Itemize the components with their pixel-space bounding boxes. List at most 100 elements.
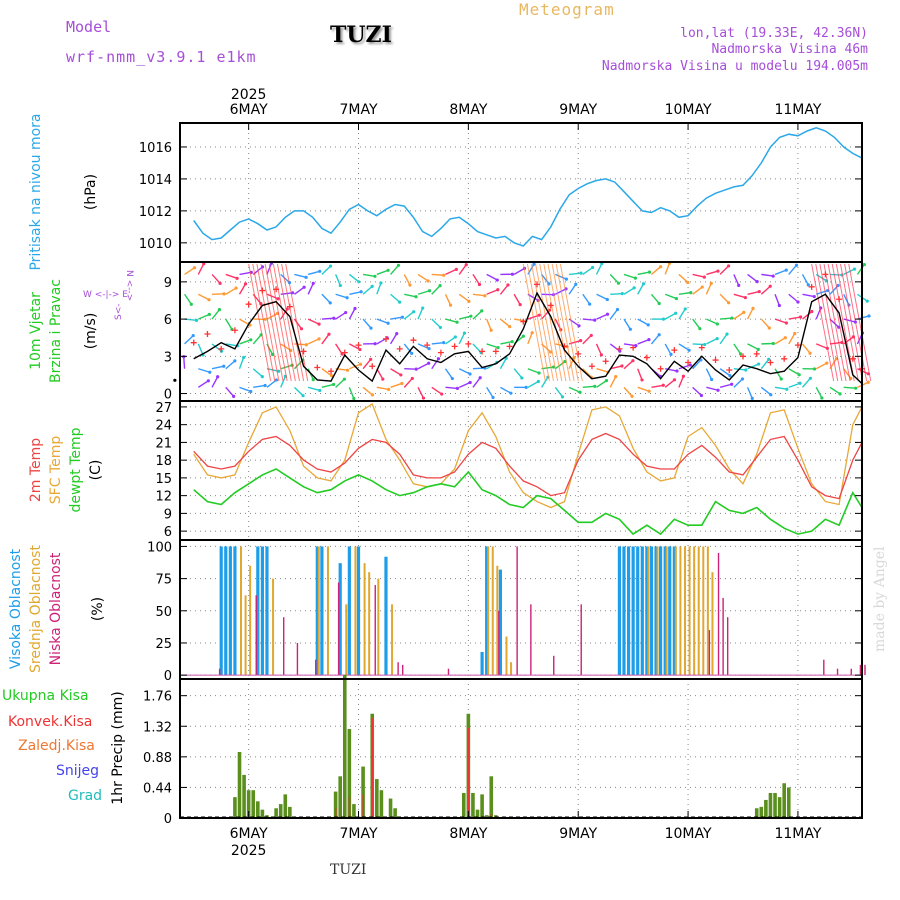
- wind-arrow-head: [276, 297, 280, 301]
- wind-arrow-head: [469, 314, 473, 318]
- cloud-bar-low: [726, 617, 729, 676]
- wind-arrow-head: [395, 332, 399, 336]
- wind-arrow: [499, 284, 509, 295]
- wind-arrow-head: [453, 335, 457, 339]
- wind-arrow-head: [373, 342, 377, 346]
- cloud-bar-high: [219, 546, 223, 676]
- gust-point: [616, 345, 623, 352]
- wind-arrow: [610, 365, 623, 370]
- cloud-bar-mid: [244, 595, 247, 676]
- precip-total-bar: [242, 774, 246, 818]
- wind-arrow: [568, 386, 581, 393]
- wind-arrow: [335, 378, 345, 388]
- wind-arrow-head: [408, 283, 412, 287]
- wind-arrow-head: [426, 279, 430, 283]
- ytick-label: 9: [164, 276, 172, 291]
- wind-arrow: [445, 318, 458, 323]
- gust-point: [671, 347, 678, 354]
- wind-arrow: [225, 287, 237, 295]
- wind-arrow: [637, 283, 645, 295]
- day-label-top: 7MAY: [339, 102, 377, 118]
- cloud-bar-mid: [249, 565, 252, 676]
- wind-arrow-head: [784, 268, 788, 272]
- wind-arrow: [788, 316, 801, 320]
- wind-arrow-head: [299, 327, 304, 331]
- gust-point: [849, 355, 856, 362]
- day-label-top: 9MAY: [559, 102, 597, 118]
- wind-arrow: [719, 293, 730, 304]
- wind-arrow: [198, 313, 210, 320]
- wind-arrow-head: [468, 372, 472, 376]
- wind-arrow: [678, 364, 691, 370]
- wind-arrow-head: [631, 359, 635, 363]
- cloud-bar-low: [447, 668, 450, 676]
- wind-arrow-head: [620, 292, 624, 296]
- wind-arrow: [197, 343, 204, 356]
- wind-arrow-head: [785, 387, 789, 391]
- wind-arrow: [431, 285, 441, 295]
- ytick-label: 1.76: [143, 690, 172, 705]
- wind-arrow: [321, 265, 332, 275]
- wind-arrow-head: [468, 380, 472, 385]
- wind-arrow-head: [436, 357, 441, 361]
- wind-arrow: [678, 375, 685, 388]
- wind-arrow-head: [483, 294, 487, 298]
- cloud-bar-high: [672, 546, 676, 676]
- wind-streak: [248, 263, 272, 382]
- wind-arrow: [774, 386, 787, 390]
- cloud-bar-high: [485, 546, 489, 676]
- wind-arrow: [609, 376, 617, 388]
- wind-arrow-head: [589, 333, 593, 338]
- cloud-bar-high: [347, 546, 351, 676]
- wind-arrow-head: [810, 309, 814, 314]
- wind-arrow-head: [574, 282, 578, 286]
- cloud-bar-low: [580, 604, 582, 676]
- wind-arrow-head: [379, 281, 383, 285]
- gust-point: [396, 345, 403, 352]
- gust-point: [712, 357, 719, 364]
- wind-arrow: [266, 379, 277, 388]
- precip-legend-item: Grad: [68, 788, 102, 804]
- wind-arrow-head: [327, 332, 331, 336]
- wind-arrow-head: [599, 353, 604, 357]
- wind-arrow-head: [646, 323, 650, 327]
- wind-arrow-head: [755, 280, 759, 284]
- wind-arrow: [582, 318, 595, 321]
- wind-arrow: [431, 273, 444, 276]
- precip-axis-label: 1hr Precip (mm): [110, 691, 126, 804]
- ytick-label: 24: [155, 419, 172, 434]
- cloud-bar-high: [654, 546, 658, 676]
- ytick-label: 1010: [139, 237, 172, 252]
- wind-arrow-head: [716, 269, 720, 273]
- ytick-label: 0: [164, 812, 172, 827]
- wind-arrow: [403, 377, 413, 388]
- gust-point: [273, 286, 280, 293]
- wind-arrow: [856, 264, 865, 275]
- wind-arrow: [293, 359, 304, 370]
- wind-arrow: [294, 286, 305, 295]
- wind-arrow-head: [681, 374, 686, 378]
- wind-arrow-head: [616, 281, 621, 285]
- wind-arrow: [760, 285, 771, 295]
- wind-arrow: [802, 310, 813, 320]
- wind-streak: [535, 263, 559, 382]
- wind-arrow-head: [591, 265, 595, 270]
- wind-arrow: [445, 336, 456, 345]
- wind-arrow-head: [698, 327, 702, 331]
- wind-arrow-head: [412, 310, 416, 314]
- wind-arrow: [321, 293, 331, 304]
- wind-arrow-head: [865, 299, 869, 303]
- precip-total-bar: [759, 806, 764, 818]
- wind-arrow-head: [738, 352, 743, 356]
- cloud-bar-high: [649, 546, 654, 676]
- wind-arrow-head: [330, 374, 334, 378]
- model-elevation-label: Nadmorska Visina u modelu 194.005m: [601, 59, 868, 74]
- wind-arrow: [459, 315, 472, 320]
- cloud-bar-mid: [491, 546, 494, 676]
- wind-arrow-head: [232, 394, 236, 399]
- cloud-bar-high: [384, 556, 388, 676]
- wind-arrow-head: [233, 359, 237, 363]
- coords-label: lon,lat (19.33E, 42.36N): [680, 26, 868, 41]
- precip-total-bar: [777, 797, 782, 818]
- gust-point: [794, 342, 801, 349]
